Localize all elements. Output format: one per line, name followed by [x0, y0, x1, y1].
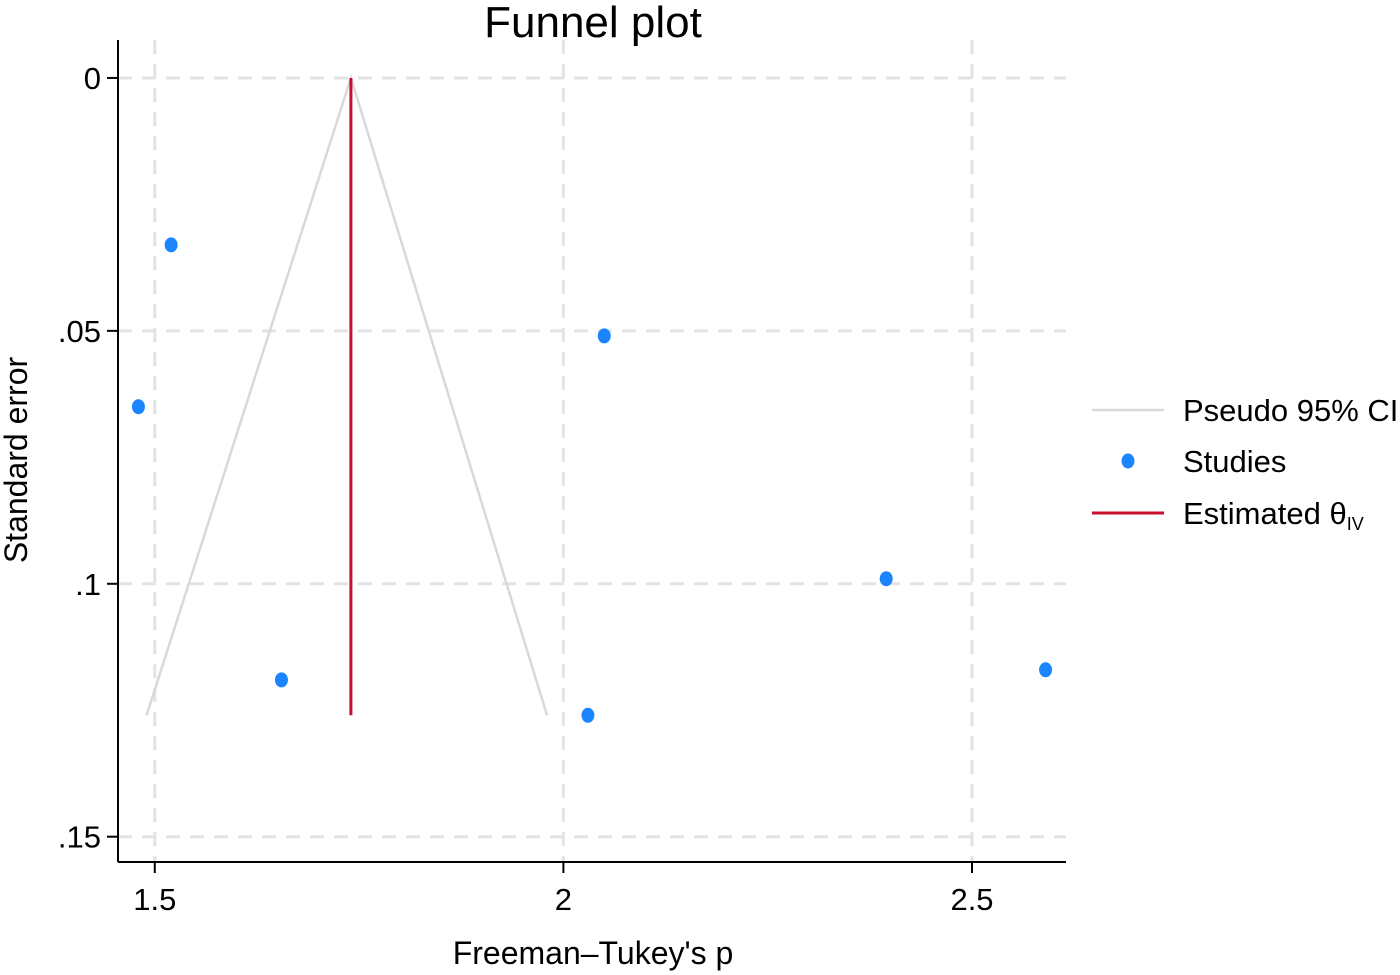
study-point-6: [879, 571, 893, 587]
x-tick-label: 2: [555, 882, 572, 917]
legend-label-studies: Studies: [1183, 444, 1286, 479]
y-tick-label: 0: [84, 61, 101, 96]
x-tick-label: 2.5: [950, 882, 993, 917]
legend-label-estimated-iv: Estimated θIV: [1183, 496, 1364, 534]
x-axis-title: Freeman–Tukey's p: [453, 935, 734, 971]
study-point-1: [164, 237, 178, 253]
chart-title: Funnel plot: [484, 0, 702, 47]
study-point-4: [597, 328, 611, 344]
study-point-3: [274, 672, 288, 688]
study-point-7: [1039, 662, 1053, 678]
study-point-2: [131, 399, 145, 415]
pseudo-95-ci-line: [145, 73, 549, 716]
study-point-5: [581, 707, 595, 723]
y-tick-label: .05: [58, 314, 101, 349]
legend-label-pseudo-95-ci: Pseudo 95% CI: [1183, 393, 1398, 428]
grid-lines: [118, 40, 1066, 862]
axes: 0 .05 .1 .15 1.5 2 2.5: [58, 40, 1066, 917]
y-tick-label: .15: [58, 820, 101, 855]
legend-key-studies: [1121, 453, 1135, 469]
y-axis-title: Standard error: [0, 356, 34, 563]
legend: Pseudo 95% CI Studies Estimated θIV: [1092, 393, 1398, 534]
x-tick-label: 1.5: [133, 882, 176, 917]
plot-area: [131, 73, 1053, 723]
y-tick-label: .1: [75, 567, 101, 602]
